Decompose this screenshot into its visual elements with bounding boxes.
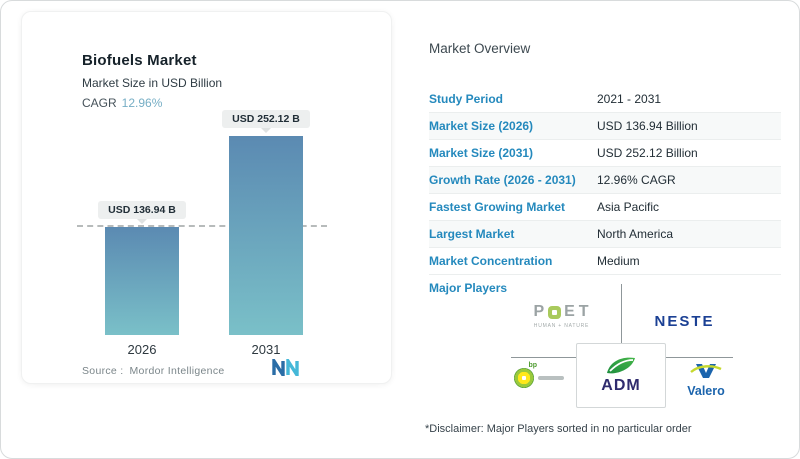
reference-dashed-line — [77, 225, 327, 227]
table-row: Fastest Growing Market Asia Pacific — [429, 194, 781, 221]
row-label: Growth Rate (2026 - 2031) — [429, 173, 576, 187]
bar-value-label-2031: USD 252.12 B — [222, 110, 310, 128]
adm-logo-card: ADM — [576, 343, 666, 408]
adm-wordmark: ADM — [601, 377, 641, 394]
table-row: Market Size (2031) USD 252.12 Billion — [429, 140, 781, 167]
x-axis-label-2026: 2026 — [127, 342, 157, 357]
row-value: Medium — [597, 254, 640, 268]
row-value: Asia Pacific — [597, 200, 660, 214]
adm-leaf-icon — [607, 357, 635, 374]
row-label: Study Period — [429, 92, 504, 106]
poet-letter: T — [578, 303, 590, 320]
disclaimer-text: *Disclaimer: Major Players sorted in no … — [425, 423, 692, 435]
row-value: USD 252.12 Billion — [597, 146, 698, 160]
bar-2026 — [105, 227, 179, 335]
chart-card: Biofuels Market Market Size in USD Billi… — [21, 11, 392, 384]
poet-o-icon — [548, 305, 562, 319]
valero-logo: Valero — [676, 362, 736, 398]
bar-2031 — [229, 136, 303, 335]
chart-header: Biofuels Market Market Size in USD Billi… — [82, 52, 222, 110]
bp-wordmark-text — [538, 376, 564, 380]
poet-letter: P — [533, 303, 546, 320]
label-pointer-icon — [137, 219, 147, 224]
row-label: Fastest Growing Market — [429, 200, 566, 214]
chart-title: Biofuels Market — [82, 52, 197, 69]
x-axis-label-2031: 2031 — [251, 342, 281, 357]
table-row: Largest Market North America — [429, 221, 781, 248]
bar-chart: USD 136.94 B USD 252.12 B — [62, 110, 362, 335]
market-overview-panel: Market Overview Study Period 2021 - 2031… — [414, 31, 791, 456]
mordor-intelligence-logo — [272, 355, 302, 381]
row-value: 2021 - 2031 — [597, 92, 662, 106]
poet-wordmark: P E T — [504, 303, 619, 321]
row-value: North America — [597, 227, 674, 241]
poet-logo: P E T HUMAN + NATURE — [504, 303, 619, 329]
overview-title: Market Overview — [429, 41, 531, 56]
table-row: Growth Rate (2026 - 2031) 12.96% CAGR — [429, 167, 781, 194]
chart-subtitle: Market Size in USD Billion — [82, 76, 223, 90]
major-players-label: Major Players — [429, 281, 508, 295]
valero-v-icon — [690, 364, 722, 378]
cagr-label: CAGR — [82, 96, 117, 110]
bar-group-2031: USD 252.12 B — [222, 110, 310, 335]
source-label: Source : — [82, 365, 124, 377]
cagr-value: 12.96% — [121, 96, 163, 110]
row-label: Market Size (2026) — [429, 119, 534, 133]
bp-logo: bp — [514, 362, 574, 388]
poet-letter: E — [564, 303, 576, 320]
bp-helios-icon: bp — [514, 362, 537, 388]
bar-value-label-2026: USD 136.94 B — [98, 201, 186, 219]
table-row: Market Concentration Medium — [429, 248, 781, 275]
label-pointer-icon — [261, 128, 271, 133]
row-value: USD 136.94 Billion — [597, 119, 698, 133]
source-value: Mordor Intelligence — [129, 365, 225, 377]
poet-tagline: HUMAN + NATURE — [533, 323, 590, 329]
bp-wordmark: bp — [528, 362, 537, 369]
cagr-line: CAGR 12.96% — [82, 96, 222, 110]
row-label: Market Size (2031) — [429, 146, 534, 160]
table-row: Study Period 2021 - 2031 — [429, 86, 781, 113]
bar-group-2026: USD 136.94 B — [98, 201, 186, 335]
row-label: Market Concentration — [429, 254, 553, 268]
neste-logo: NESTE — [654, 313, 715, 330]
row-value: 12.96% CAGR — [597, 173, 676, 187]
row-label: Largest Market — [429, 227, 515, 241]
overview-table: Study Period 2021 - 2031 Market Size (20… — [429, 86, 781, 275]
connector-vertical-line — [621, 284, 622, 343]
valero-wordmark: Valero — [687, 384, 725, 398]
source-line: Source : Mordor Intelligence — [82, 365, 225, 377]
table-row: Market Size (2026) USD 136.94 Billion — [429, 113, 781, 140]
